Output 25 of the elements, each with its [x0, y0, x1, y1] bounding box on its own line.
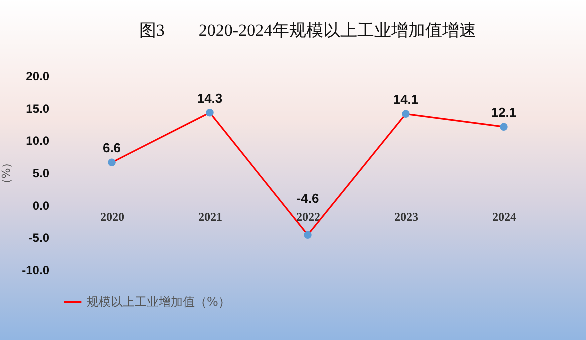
y-tick-label: 20.0: [26, 70, 50, 84]
y-tick-label: 15.0: [26, 102, 50, 116]
y-tick-label: 5.0: [32, 166, 50, 180]
data-label: 6.6: [102, 140, 122, 156]
chart-title: 图3 2020-2024年规模以上工业增加值增速: [139, 21, 477, 40]
y-tick-label: 10.0: [26, 134, 50, 148]
data-label: -4.6: [296, 191, 320, 206]
data-label: 12.1: [491, 105, 517, 120]
x-tick-label: 2022: [296, 210, 320, 224]
point: [304, 231, 312, 239]
y-tick-label: 0.0: [32, 198, 50, 213]
data-label: 14.3: [197, 90, 223, 106]
y-tick-label: -10.0: [22, 264, 50, 278]
y-axis-title: （%）: [0, 157, 14, 190]
x-tick-label: 2021: [198, 210, 222, 224]
x-tick-label: 2024: [492, 210, 516, 224]
legend-label: 规模以上工业增加值（%）: [87, 295, 230, 309]
point: [206, 108, 214, 117]
point: [402, 110, 410, 118]
point: [108, 158, 116, 167]
x-tick-label: 2020: [100, 210, 124, 224]
point: [500, 123, 508, 131]
y-tick-label: -5.0: [28, 231, 50, 246]
data-label: 14.1: [393, 92, 419, 108]
x-tick-label: 2023: [394, 210, 418, 224]
